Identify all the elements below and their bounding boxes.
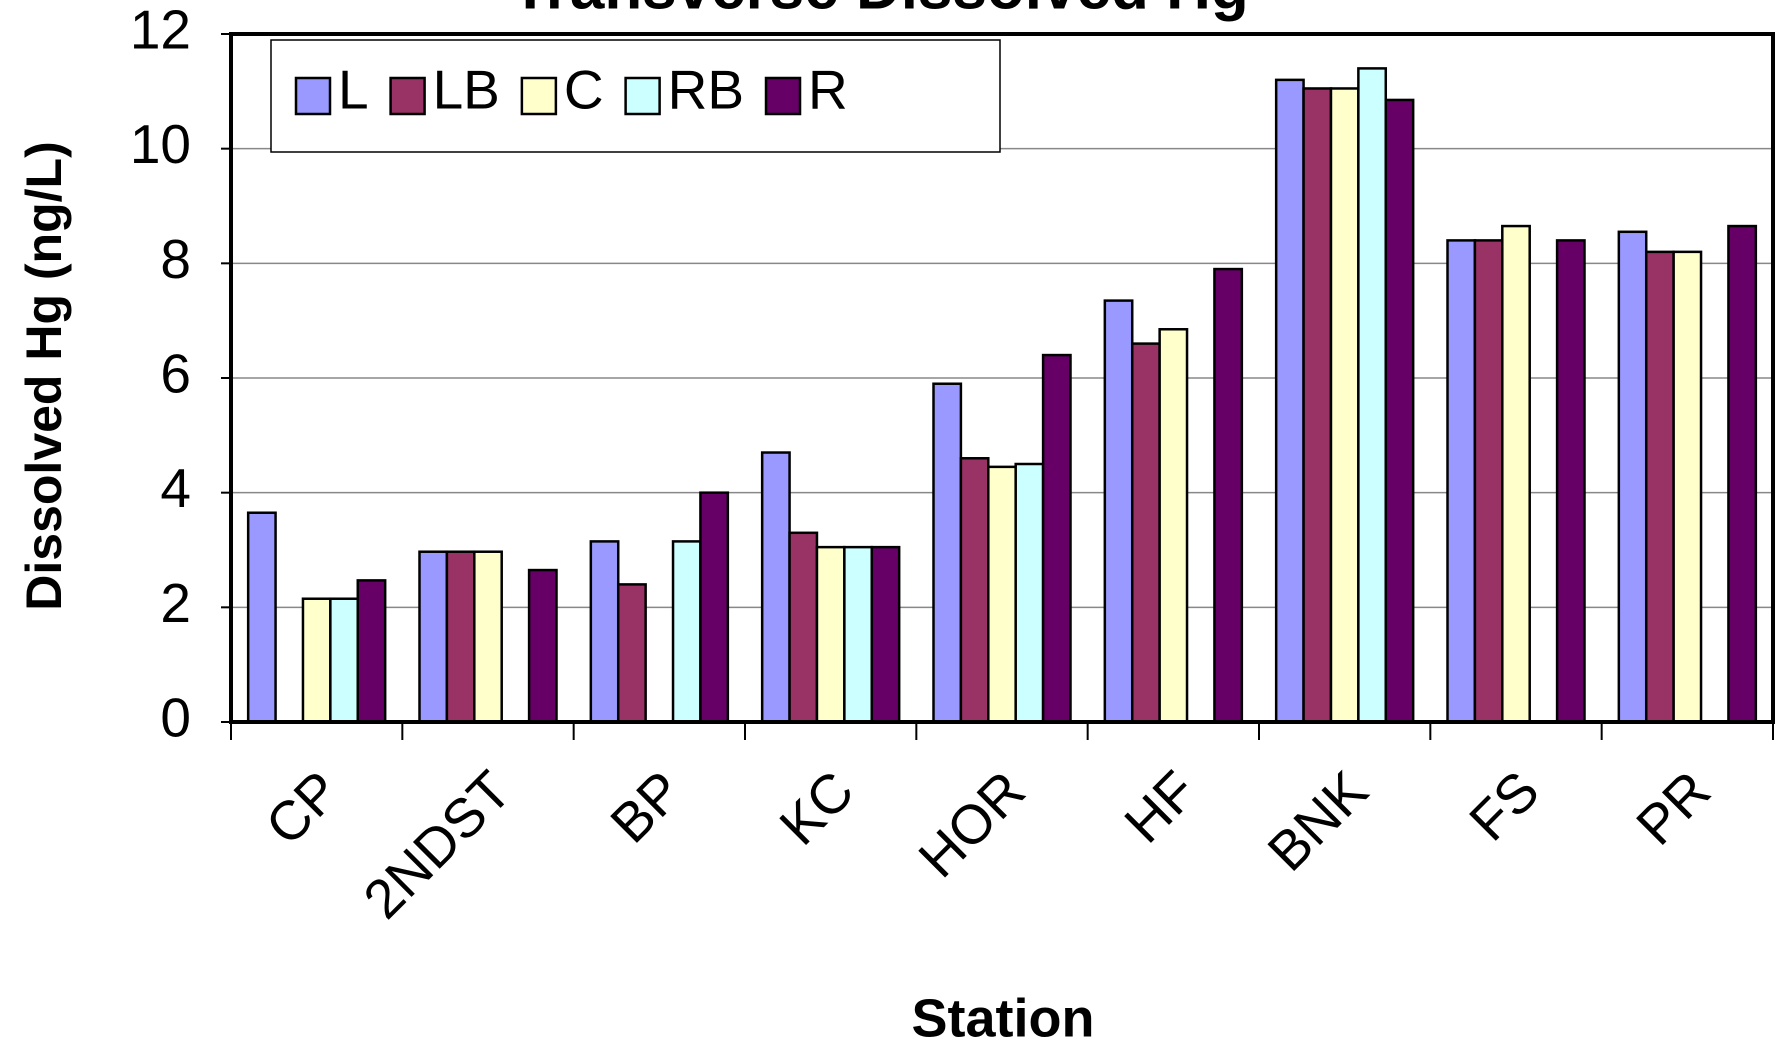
bar: [1213, 267, 1244, 724]
legend-swatch: [624, 76, 661, 116]
bar: [1302, 87, 1333, 724]
x-tick-label: PR: [1624, 759, 1722, 857]
bar: [671, 540, 702, 724]
legend-label: C: [564, 59, 604, 121]
bar: [932, 382, 963, 724]
x-tick-label: FS: [1457, 759, 1551, 853]
bar: [1617, 230, 1648, 724]
bar: [843, 545, 874, 724]
bar: [1644, 250, 1675, 724]
legend-label: L: [338, 59, 369, 121]
bar: [356, 579, 387, 724]
bar: [1446, 239, 1477, 724]
legend: L LB C RB R: [270, 39, 1001, 153]
bar: [1473, 239, 1504, 724]
bar: [1014, 462, 1045, 724]
y-tick-label: 6: [160, 343, 191, 405]
x-tick-label: HF: [1112, 759, 1208, 855]
bar: [1158, 328, 1189, 724]
x-tick-label: BNK: [1256, 759, 1380, 883]
bar: [1672, 250, 1703, 724]
bar: [527, 568, 558, 724]
legend-label: RB: [668, 59, 744, 121]
bar: [1501, 224, 1531, 724]
bar: [473, 550, 503, 724]
bar: [418, 550, 449, 724]
x-axis-title: Station: [912, 988, 1095, 1048]
y-tick-label: 8: [160, 228, 191, 290]
bar: [1329, 87, 1360, 724]
bar: [1357, 67, 1388, 724]
y-axis-title: Dissolved Hg (ng/L): [16, 141, 72, 610]
bar: [987, 465, 1017, 724]
legend-label: LB: [433, 59, 500, 121]
bar: [301, 597, 332, 724]
y-tick-label: 2: [160, 572, 191, 634]
legend-swatch: [764, 76, 802, 116]
bar: [870, 545, 901, 724]
bar: [788, 531, 819, 724]
legend-swatch: [520, 76, 558, 116]
bar: [815, 545, 846, 724]
x-tick-label: CP: [254, 759, 352, 857]
bar: [699, 491, 730, 724]
bar: [1041, 353, 1072, 724]
y-tick-label: 4: [160, 457, 191, 519]
x-tick-label: BP: [598, 759, 694, 855]
bar: [1384, 98, 1415, 724]
bar: [589, 540, 620, 724]
bar: [1103, 299, 1134, 724]
chart-title: Transverse Dissolved Hg: [511, 0, 1248, 22]
bar: [1130, 342, 1161, 724]
x-tick-label: 2NDST: [351, 759, 522, 930]
bar: [246, 511, 277, 724]
bar: [959, 457, 990, 724]
bar: [760, 451, 791, 724]
plot-border: [229, 32, 1775, 724]
bar: [445, 550, 476, 724]
legend-swatch: [294, 76, 332, 116]
y-tick-label: 10: [130, 113, 191, 175]
bar: [616, 583, 647, 724]
x-tick-label: KC: [768, 759, 866, 857]
x-tick-label: HOR: [906, 759, 1036, 889]
y-tick-label: 0: [160, 687, 191, 749]
bar: [1727, 224, 1758, 724]
legend-swatch: [389, 76, 426, 116]
bar: [329, 597, 360, 724]
bar: [1555, 239, 1586, 724]
y-tick-label: 12: [130, 0, 191, 61]
legend-label: R: [808, 59, 848, 121]
bar: [1274, 78, 1305, 724]
